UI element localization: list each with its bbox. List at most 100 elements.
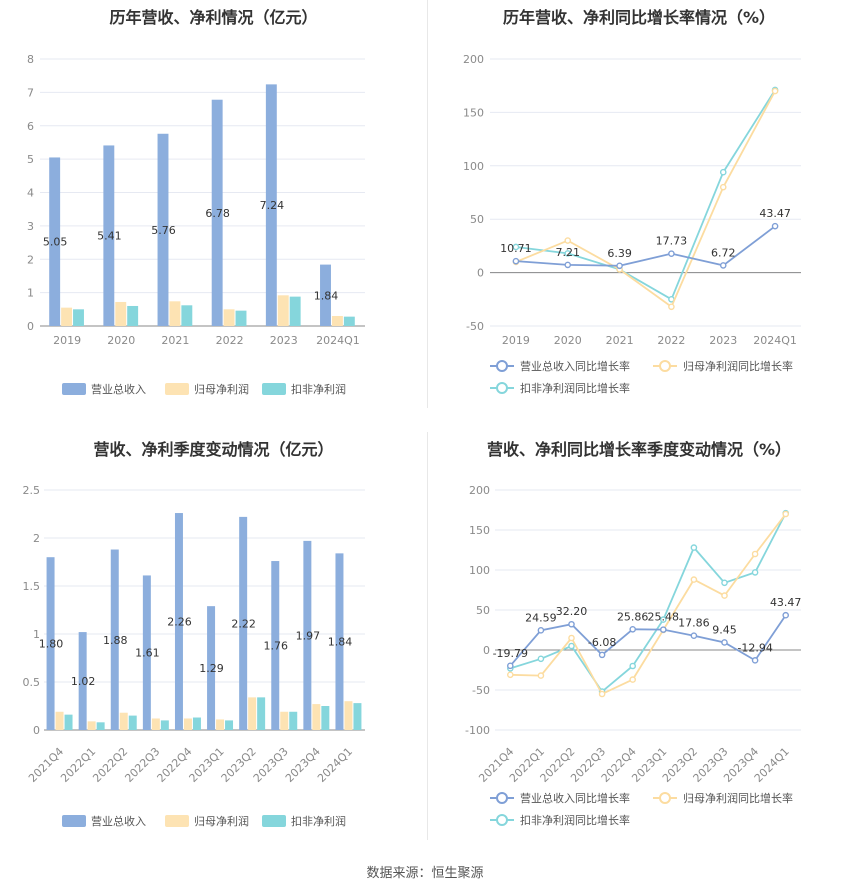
data-label: 5.41	[97, 230, 122, 243]
data-label: 32.20	[556, 605, 588, 618]
data-label: 1.61	[135, 647, 160, 660]
data-label: 1.84	[328, 636, 353, 649]
y-tick-label: 50	[470, 213, 484, 226]
bar	[280, 711, 289, 730]
series-line	[515, 225, 776, 267]
data-point	[659, 616, 667, 623]
vertical-divider-bottom	[427, 432, 428, 840]
legend-label: 扣非净利润同比增长率	[520, 813, 630, 827]
data-label: 1.02	[71, 675, 96, 688]
x-tick-label: 2022	[657, 334, 685, 347]
bar	[216, 719, 225, 730]
bar	[128, 715, 137, 730]
data-point	[719, 183, 727, 191]
data-point	[659, 626, 667, 633]
bar	[335, 553, 344, 730]
y-tick-label: -50	[466, 320, 484, 333]
legend-label: 扣非净利润同比增长率	[520, 381, 630, 395]
data-label: -6.08	[588, 636, 616, 649]
series-line	[515, 89, 776, 301]
data-point	[690, 632, 698, 640]
series-line	[510, 512, 787, 693]
data-point	[719, 168, 727, 176]
bar	[64, 714, 73, 730]
annual-growth-rate-chart: -50 0 50 100 150 200 10.71 7.21 6.39 17.73 6.72 43.…	[463, 53, 801, 395]
bar	[174, 513, 183, 730]
data-point	[629, 676, 636, 683]
bar	[289, 296, 301, 326]
bar	[277, 295, 289, 326]
data-label: 6.39	[607, 247, 632, 260]
data-point	[568, 634, 575, 642]
legend-swatch	[165, 383, 189, 395]
chart-title: 营收、净利季度变动情况（亿元）	[93, 440, 334, 459]
x-tick-label: 2021	[606, 334, 634, 347]
y-tick-label: 0	[477, 267, 484, 280]
y-tick-label: 2	[27, 253, 34, 266]
data-point	[721, 592, 728, 599]
legend-marker	[659, 792, 671, 804]
data-label: 5.76	[151, 224, 176, 237]
data-point	[771, 222, 779, 230]
data-point	[537, 672, 545, 679]
bar	[73, 309, 84, 326]
legend-label: 营业总收入同比增长率	[520, 791, 630, 805]
y-tick-label: -100	[465, 724, 490, 737]
data-point	[564, 250, 572, 257]
legend-label: 归母净利润	[194, 382, 249, 396]
y-tick-label: 8	[27, 53, 34, 66]
data-label: 1.76	[264, 640, 289, 653]
bar	[49, 157, 61, 326]
data-point	[568, 620, 575, 628]
data-point	[537, 655, 545, 663]
y-tick-label: 200	[469, 484, 490, 497]
data-point	[771, 87, 779, 95]
data-point	[751, 550, 759, 558]
legend-marker	[496, 382, 508, 394]
data-label: 2.22	[231, 617, 256, 630]
legend-label: 营业总收入	[91, 382, 146, 396]
annual-growth-rate-panel: 历年营收、净利同比增长率情况（%） -50 0 50 100 150 200 10.71 7.…	[428, 0, 850, 420]
bar	[207, 606, 216, 730]
y-tick-label: 7	[27, 86, 34, 99]
bar	[183, 718, 192, 730]
bar	[343, 316, 355, 326]
data-point	[782, 510, 790, 518]
data-label: 1.84	[314, 289, 339, 302]
data-point	[719, 262, 727, 269]
x-tick-label: 2020	[107, 334, 135, 347]
bar	[223, 309, 235, 326]
legend-marker	[659, 360, 671, 372]
y-tick-label: 200	[463, 53, 484, 66]
quarterly-revenue-profit-chart: 0 0.5 1 1.5 2 2.5 1.80 1.02 1.88 1.61 2.26 1.29 2.22…	[23, 484, 365, 828]
series-line	[509, 614, 787, 667]
legend-swatch	[262, 383, 286, 395]
data-label: -12.94	[737, 641, 772, 654]
x-tick-label: 2023	[270, 334, 298, 347]
y-tick-label: 0	[483, 644, 490, 657]
bar	[169, 301, 181, 326]
bar	[192, 717, 201, 730]
legend-label: 扣非净利润	[291, 382, 346, 396]
bar	[127, 305, 139, 326]
data-point	[721, 579, 728, 587]
data-point	[782, 611, 790, 619]
quarterly-revenue-profit-panel: 营收、净利季度变动情况（亿元） 0 0.5 1 1.5 2 2.5 1.80 1.02 1.88…	[0, 428, 427, 848]
y-tick-label: 1	[33, 628, 40, 641]
data-point	[564, 237, 572, 244]
data-label: 1.97	[296, 629, 321, 642]
data-label: 6.78	[205, 207, 230, 220]
legend-swatch	[62, 383, 86, 395]
bar	[303, 540, 312, 730]
y-tick-label: 150	[469, 524, 490, 537]
data-point	[751, 657, 759, 664]
data-point	[751, 569, 759, 576]
bar	[235, 310, 247, 326]
y-tick-label: 3	[27, 220, 34, 233]
legend-swatch	[262, 815, 286, 827]
bar	[248, 697, 257, 730]
legend-swatch	[165, 815, 189, 827]
y-tick-label: 2.5	[23, 484, 41, 497]
bar	[211, 99, 223, 326]
data-point	[568, 642, 575, 650]
